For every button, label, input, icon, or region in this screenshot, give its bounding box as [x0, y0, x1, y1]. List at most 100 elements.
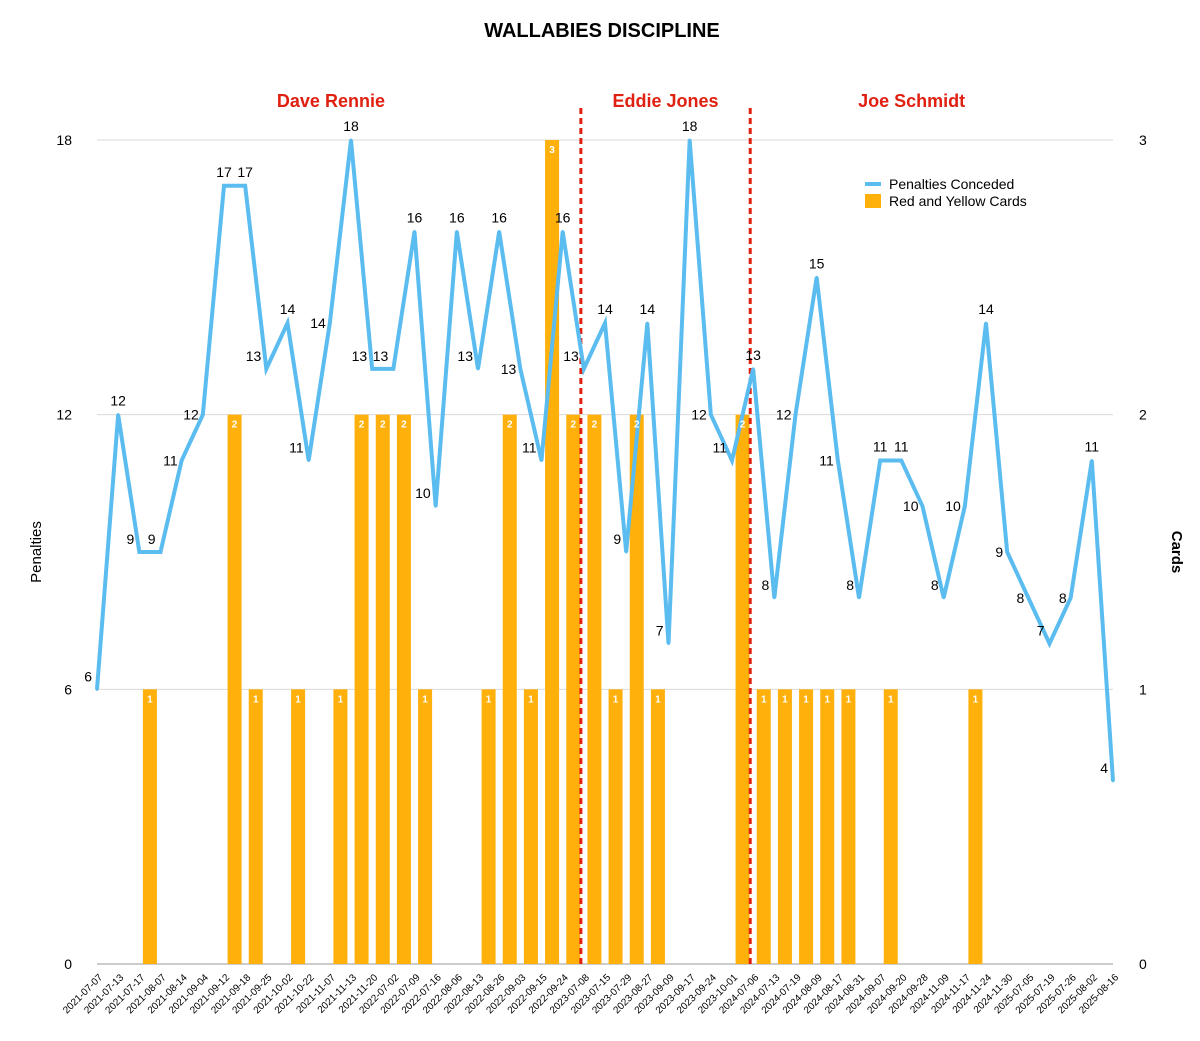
card-bar	[820, 689, 835, 964]
card-bar	[883, 689, 898, 964]
penalties-line	[95, 138, 1115, 783]
legend-bar-swatch	[865, 194, 881, 208]
penalty-point	[709, 413, 713, 417]
penalty-point	[243, 184, 247, 188]
penalty-value-label: 14	[978, 301, 994, 317]
card-bar	[333, 689, 348, 964]
penalty-point	[455, 230, 459, 234]
left-tick-label: 0	[64, 956, 72, 972]
card-bar	[523, 689, 538, 964]
penalty-point	[688, 138, 692, 142]
penalty-point	[95, 687, 99, 691]
penalty-point	[1090, 458, 1094, 462]
penalty-value-label: 11	[163, 452, 178, 468]
penalty-point	[1026, 596, 1030, 600]
penalty-value-label: 13	[373, 348, 389, 364]
card-bar-label: 1	[782, 694, 788, 705]
penalty-point	[540, 458, 543, 462]
right-tick-label: 0	[1139, 956, 1147, 972]
penalty-point	[286, 321, 289, 325]
penalty-point	[963, 504, 967, 508]
penalty-point	[772, 596, 776, 600]
penalty-value-label: 12	[691, 407, 707, 423]
penalty-point	[815, 275, 819, 279]
penalty-value-label: 9	[148, 531, 156, 547]
penalty-value-label: 11	[819, 452, 834, 468]
card-bar-label: 2	[359, 420, 365, 431]
card-bar-label: 2	[380, 420, 386, 431]
penalty-point	[857, 596, 861, 600]
card-bar	[481, 689, 496, 964]
penalty-value-label: 8	[1059, 590, 1067, 606]
card-bar-label: 2	[401, 420, 407, 431]
x-axis-ticks: 2021-07-072021-07-132021-07-172021-08-07…	[61, 972, 1121, 1016]
penalty-value-label: 14	[640, 301, 656, 317]
penalty-point	[413, 230, 416, 234]
penalty-point	[624, 550, 628, 554]
penalty-point	[942, 596, 946, 600]
penalty-value-label: 18	[343, 118, 359, 134]
penalty-point	[794, 413, 797, 417]
card-bar-label: 1	[824, 694, 830, 705]
card-bar-label: 1	[422, 694, 428, 705]
left-axis-label: Penalties	[28, 521, 45, 583]
penalty-value-label: 11	[522, 439, 537, 455]
card-bar-label: 1	[528, 694, 534, 705]
card-bar-label: 3	[549, 145, 555, 156]
card-bars	[142, 140, 983, 965]
penalty-point	[180, 458, 184, 462]
period-label: Eddie Jones	[613, 91, 719, 111]
penalty-value-label: 12	[183, 407, 199, 423]
penalty-point	[222, 184, 226, 188]
card-bar-label: 2	[634, 420, 640, 431]
penalty-point	[667, 642, 670, 646]
penalty-value-label: 9	[995, 544, 1003, 560]
card-bar-label: 2	[592, 420, 598, 431]
penalty-value-label: 4	[1100, 760, 1108, 776]
legend-cards-label: Red and Yellow Cards	[889, 193, 1027, 209]
card-bar-label: 1	[655, 694, 661, 705]
card-bar	[418, 689, 433, 964]
penalty-point	[921, 504, 924, 508]
penalty-value-label: 7	[1037, 623, 1045, 639]
penalty-value-label: 9	[613, 531, 621, 547]
period-dividers	[579, 108, 752, 964]
card-bar	[227, 414, 242, 965]
card-bar-label: 1	[338, 694, 344, 705]
penalty-value-label: 16	[555, 210, 571, 226]
penalty-value-label: 16	[407, 210, 423, 226]
penalty-value-label: 8	[762, 577, 770, 593]
right-axis-label: Cards	[1168, 531, 1185, 574]
card-bar-label: 2	[740, 420, 746, 431]
penalty-value-label: 10	[945, 498, 961, 514]
right-tick-label: 1	[1139, 681, 1147, 697]
card-bar-label: 1	[973, 694, 979, 705]
penalty-point	[518, 367, 522, 371]
penalty-value-label: 12	[776, 407, 792, 423]
card-bar	[396, 414, 411, 965]
penalty-value-label: 17	[216, 164, 232, 180]
penalty-value-label: 13	[246, 348, 262, 364]
card-bar-label: 1	[761, 694, 767, 705]
legend-penalties-label: Penalties Conceded	[889, 176, 1014, 192]
penalty-point	[116, 413, 120, 417]
card-bar	[841, 689, 856, 964]
penalty-point	[730, 458, 734, 462]
card-bar	[566, 414, 581, 965]
card-bar-label: 1	[295, 694, 301, 705]
card-bar	[608, 689, 623, 964]
penalty-point	[476, 367, 480, 371]
card-bar	[545, 140, 560, 964]
left-tick-label: 18	[56, 132, 72, 148]
penalty-point	[264, 367, 268, 371]
penalty-value-label: 11	[873, 438, 888, 454]
chart-legend: Penalties Conceded Red and Yellow Cards	[865, 176, 1027, 209]
penalty-value-label: 17	[237, 164, 253, 180]
penalty-value-label: 14	[597, 301, 613, 317]
period-label: Dave Rennie	[277, 91, 385, 111]
penalty-point	[1048, 642, 1051, 646]
